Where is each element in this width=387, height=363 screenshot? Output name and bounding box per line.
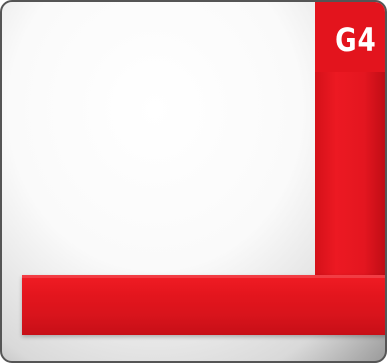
badge-label: G4 — [335, 21, 377, 59]
corner-badge: G4 — [315, 2, 385, 72]
bottom-accent-band — [22, 275, 385, 335]
side-accent-band — [315, 72, 385, 275]
bottom-band-highlight — [22, 275, 385, 278]
